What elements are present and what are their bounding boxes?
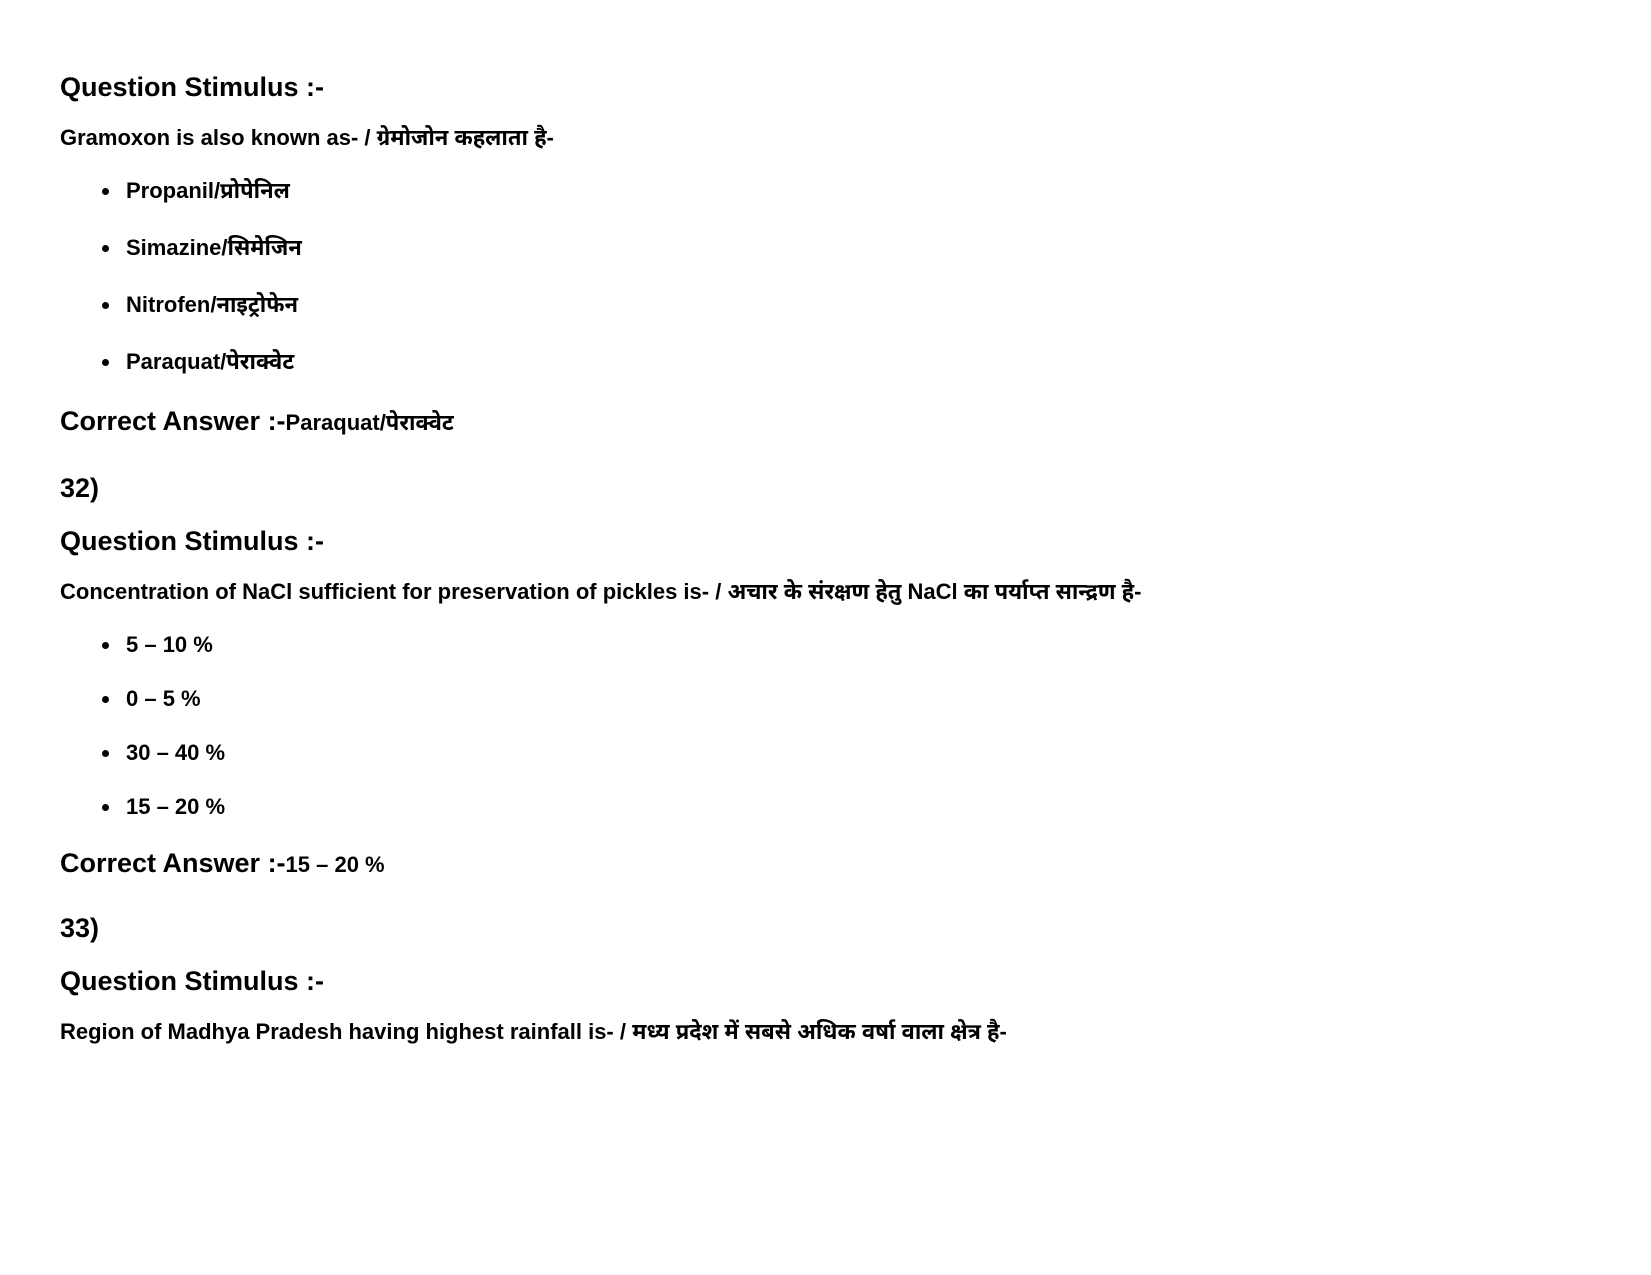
option-item: Paraquat/पेराक्वेट	[122, 349, 1591, 378]
correct-answer-line: Correct Answer :-Paraquat/पेराक्वेट	[60, 406, 1591, 439]
option-item: Propanil/प्रोपेनिल	[122, 178, 1591, 207]
correct-answer-label: Correct Answer :-	[60, 848, 286, 878]
question-stem: Region of Madhya Pradesh having highest …	[60, 1019, 1591, 1048]
correct-answer-line: Correct Answer :-15 – 20 %	[60, 848, 1591, 879]
question-number: 32)	[60, 473, 1591, 504]
correct-answer-label: Correct Answer :-	[60, 406, 286, 436]
option-item: Simazine/सिमेजिन	[122, 235, 1591, 264]
options-list: 5 – 10 % 0 – 5 % 30 – 40 % 15 – 20 %	[60, 632, 1591, 820]
correct-answer-value: Paraquat/पेराक्वेट	[286, 410, 454, 435]
question-stem: Concentration of NaCl sufficient for pre…	[60, 579, 1591, 608]
option-item: 0 – 5 %	[122, 686, 1591, 712]
options-list: Propanil/प्रोपेनिल Simazine/सिमेजिन Nitr…	[60, 178, 1591, 378]
page-content: Question Stimulus :- Gramoxon is also kn…	[0, 0, 1651, 1275]
question-stem: Gramoxon is also known as- / ग्रेमोजोन क…	[60, 125, 1591, 154]
question-number: 33)	[60, 913, 1591, 944]
option-item: 15 – 20 %	[122, 794, 1591, 820]
option-item: 30 – 40 %	[122, 740, 1591, 766]
question-stimulus-heading: Question Stimulus :-	[60, 526, 1591, 557]
option-item: Nitrofen/नाइट्रोफेन	[122, 292, 1591, 321]
question-stimulus-heading: Question Stimulus :-	[60, 72, 1591, 103]
correct-answer-value: 15 – 20 %	[286, 852, 385, 877]
option-item: 5 – 10 %	[122, 632, 1591, 658]
question-stimulus-heading: Question Stimulus :-	[60, 966, 1591, 997]
